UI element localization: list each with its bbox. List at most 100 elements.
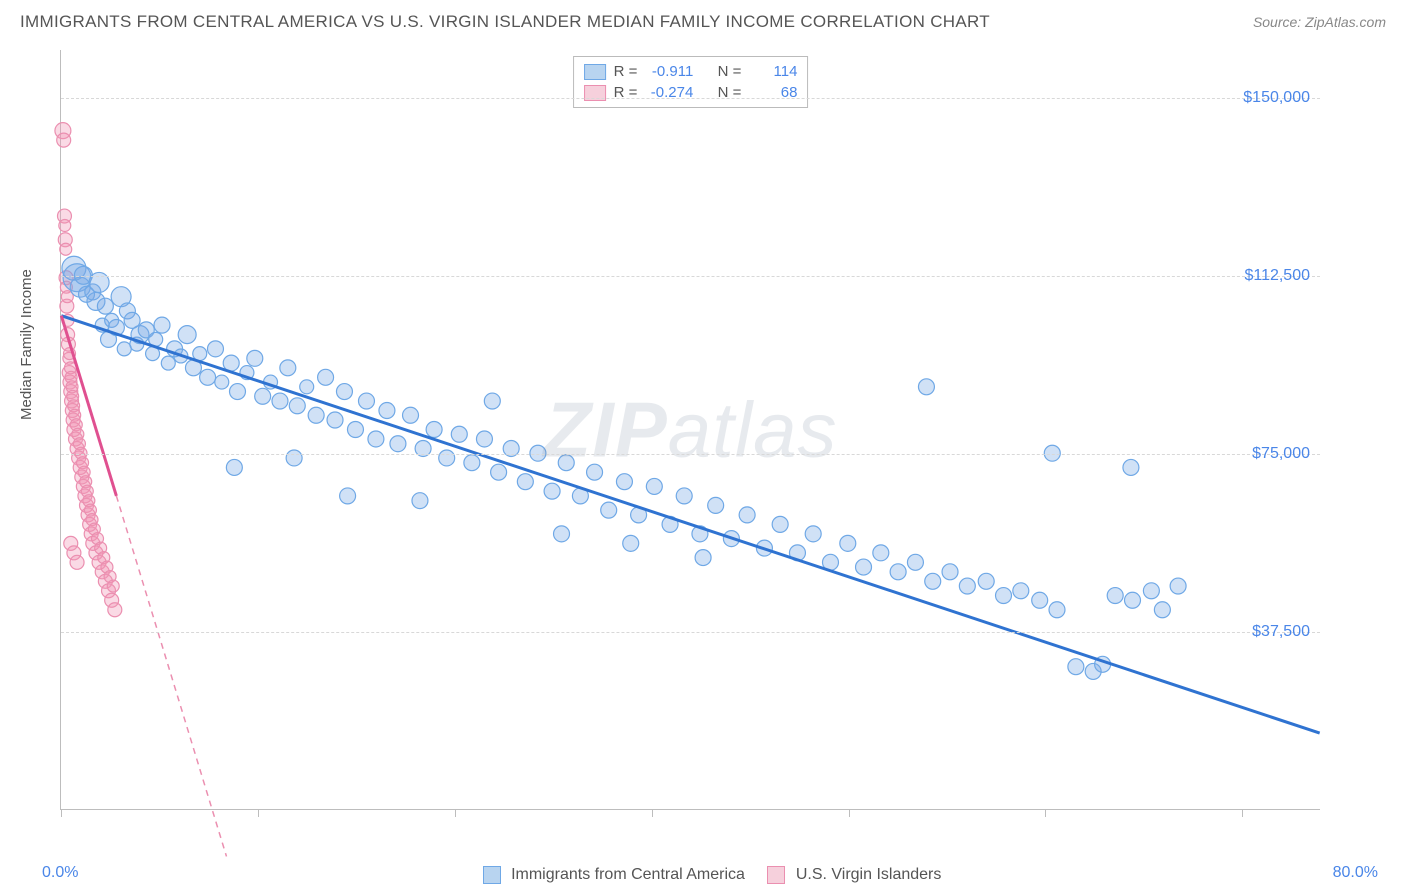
data-point [272, 393, 288, 409]
data-point [1107, 588, 1123, 604]
data-point [108, 603, 122, 617]
data-point [70, 555, 84, 569]
data-point [1013, 583, 1029, 599]
data-point [739, 507, 755, 523]
legend-swatch-blue [584, 64, 606, 80]
data-point [601, 502, 617, 518]
data-point [215, 375, 229, 389]
data-point [558, 455, 574, 471]
data-point [97, 298, 113, 314]
y-tick-label: $112,500 [1244, 267, 1310, 285]
x-tick [258, 809, 259, 817]
data-point [1154, 602, 1170, 618]
data-point [873, 545, 889, 561]
data-point [247, 350, 263, 366]
data-point [554, 526, 570, 542]
data-point [890, 564, 906, 580]
data-point [412, 493, 428, 509]
data-point [286, 450, 302, 466]
series-swatch-pink [767, 866, 785, 884]
data-point [230, 384, 246, 400]
data-point [59, 220, 71, 232]
data-point [289, 398, 305, 414]
x-tick [849, 809, 850, 817]
data-point [840, 535, 856, 551]
data-point [1123, 459, 1139, 475]
source-attribution: Source: ZipAtlas.com [1253, 14, 1386, 30]
data-point [646, 478, 662, 494]
data-point [491, 464, 507, 480]
legend-n-label: N = [718, 63, 742, 80]
data-point [178, 326, 196, 344]
series-legend: Immigrants from Central America U.S. Vir… [0, 866, 1406, 884]
data-point [959, 578, 975, 594]
source-prefix: Source: [1253, 14, 1305, 30]
data-point [336, 384, 352, 400]
data-point [280, 360, 296, 376]
data-point [57, 133, 71, 147]
data-point [805, 526, 821, 542]
data-point [368, 431, 384, 447]
plot-area: R = -0.911 N = 114 R = -0.274 N = 68 ZIP… [60, 50, 1320, 810]
data-point [117, 342, 131, 356]
data-point [587, 464, 603, 480]
x-tick [1242, 809, 1243, 817]
data-point [358, 393, 374, 409]
trend-line-blue [61, 316, 1319, 733]
data-point [517, 474, 533, 490]
chart-title: IMMIGRANTS FROM CENTRAL AMERICA VS U.S. … [20, 12, 990, 32]
source-name: ZipAtlas.com [1305, 14, 1386, 30]
data-point [154, 317, 170, 333]
data-point [1170, 578, 1186, 594]
data-point [772, 516, 788, 532]
series-swatch-blue [483, 866, 501, 884]
data-point [544, 483, 560, 499]
y-tick-label: $75,000 [1252, 445, 1310, 463]
data-point [1143, 583, 1159, 599]
data-point [856, 559, 872, 575]
data-point [340, 488, 356, 504]
gridline [61, 98, 1320, 99]
data-point [1068, 659, 1084, 675]
legend-row-pink: R = -0.274 N = 68 [584, 82, 798, 103]
y-tick-label: $150,000 [1243, 89, 1310, 107]
data-point [996, 588, 1012, 604]
x-tick [1045, 809, 1046, 817]
data-point [942, 564, 958, 580]
x-tick [652, 809, 653, 817]
data-point [390, 436, 406, 452]
data-point [451, 426, 467, 442]
data-point [484, 393, 500, 409]
data-point [300, 380, 314, 394]
legend-r-value-blue: -0.911 [645, 63, 693, 80]
gridline [61, 276, 1320, 277]
gridline [61, 454, 1320, 455]
gridline [61, 632, 1320, 633]
data-point [379, 403, 395, 419]
legend-r-label: R = [614, 63, 638, 80]
trend-line-pink-extrapolated [116, 496, 226, 857]
data-point [676, 488, 692, 504]
data-point [439, 450, 455, 466]
data-point [695, 550, 711, 566]
data-point [464, 455, 480, 471]
y-tick-label: $37,500 [1252, 623, 1310, 641]
series-name-blue: Immigrants from Central America [511, 866, 745, 883]
x-tick [455, 809, 456, 817]
series-name-pink: U.S. Virgin Islanders [796, 866, 942, 883]
data-point [207, 341, 223, 357]
legend-n-value-blue: 114 [749, 63, 797, 80]
legend-row-blue: R = -0.911 N = 114 [584, 61, 798, 82]
data-point [1125, 592, 1141, 608]
data-point [616, 474, 632, 490]
chart-svg [61, 50, 1320, 809]
data-point [978, 573, 994, 589]
data-point [907, 554, 923, 570]
data-point [161, 356, 175, 370]
data-point [1032, 592, 1048, 608]
data-point [327, 412, 343, 428]
data-point [60, 243, 72, 255]
data-point [403, 407, 419, 423]
data-point [918, 379, 934, 395]
correlation-legend: R = -0.911 N = 114 R = -0.274 N = 68 [573, 56, 809, 108]
